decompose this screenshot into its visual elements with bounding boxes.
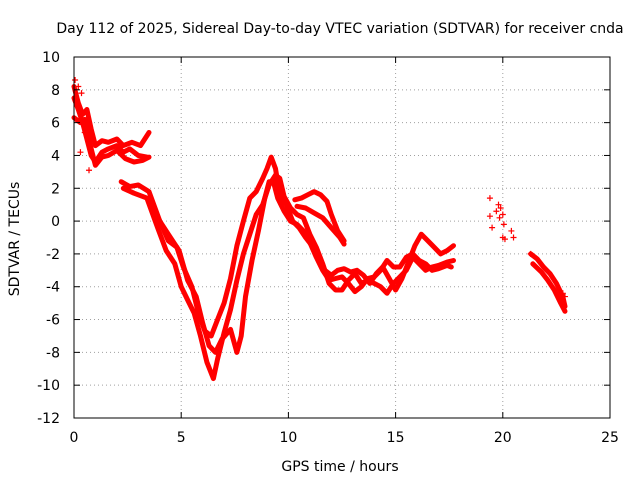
plus-marker — [496, 214, 503, 221]
series-trace-7 — [292, 189, 347, 244]
series-trace-5 — [120, 172, 456, 382]
plus-marker — [500, 221, 507, 228]
series-trace-3 — [71, 115, 152, 168]
plus-marker — [559, 290, 566, 297]
plus-marker — [78, 90, 85, 97]
y-tick-label: -10 — [37, 378, 60, 394]
y-tick-label: -6 — [46, 313, 60, 329]
series-trace-10 — [530, 261, 568, 314]
series-trace-2 — [71, 84, 152, 149]
x-tick-labels: 0 5 10 15 20 25 — [70, 430, 619, 446]
y-tick-labels: -12 -10 -8 -6 -4 -2 0 2 4 6 8 10 — [37, 50, 60, 427]
plus-marker — [75, 83, 82, 90]
series-trace-8 — [294, 203, 347, 247]
y-tick-label: 10 — [42, 50, 60, 66]
y-tick-label: 6 — [51, 116, 60, 132]
plus-marker — [72, 76, 79, 83]
plus-marker — [486, 213, 493, 220]
y-tick-label: 8 — [51, 83, 60, 99]
x-tick-label: 10 — [279, 430, 297, 446]
axis-ticks — [73, 56, 611, 419]
plus-marker — [561, 293, 568, 300]
plus-marker — [497, 204, 504, 211]
x-tick-label: 5 — [177, 430, 186, 446]
plus-marker — [77, 149, 84, 156]
plus-marker — [495, 201, 502, 208]
y-tick-label: -12 — [37, 411, 60, 427]
x-tick-label: 20 — [494, 430, 512, 446]
plus-marker — [486, 195, 493, 202]
data-markers — [72, 76, 568, 300]
plus-marker — [527, 250, 534, 257]
x-axis-label: GPS time / hours — [281, 459, 398, 475]
plus-marker — [499, 211, 506, 218]
series-trace-6 — [155, 179, 454, 355]
y-tick-label: 4 — [51, 148, 60, 164]
plus-marker — [508, 227, 515, 234]
chart-title: Day 112 of 2025, Sidereal Day-to-day VTE… — [56, 21, 623, 37]
plus-marker — [86, 167, 93, 174]
x-tick-label: 0 — [70, 430, 79, 446]
plot-frame — [73, 56, 611, 419]
series-trace-4 — [118, 154, 456, 339]
y-tick-label: -4 — [46, 280, 60, 296]
y-tick-label: -8 — [46, 345, 60, 361]
x-tick-label: 15 — [387, 430, 405, 446]
y-axis-label: SDTVAR / TECUs — [7, 182, 23, 297]
plus-marker — [493, 208, 500, 215]
data-traces — [71, 84, 568, 382]
plus-marker — [501, 236, 508, 243]
y-tick-label: 0 — [51, 214, 60, 230]
plus-marker — [489, 224, 496, 231]
y-tick-label: -2 — [46, 247, 60, 263]
y-tick-label: 2 — [51, 181, 60, 197]
plus-marker — [81, 129, 88, 136]
plus-marker — [510, 234, 517, 241]
x-tick-label: 25 — [601, 430, 619, 446]
